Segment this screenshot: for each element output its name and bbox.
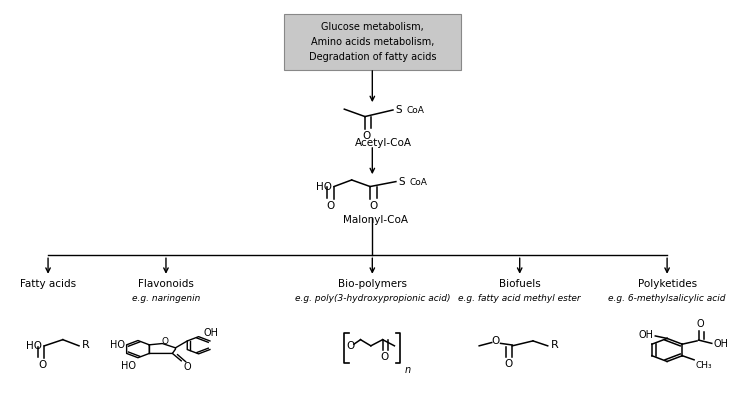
Text: e.g. 6-methylsalicylic acid: e.g. 6-methylsalicylic acid [608, 294, 726, 303]
Text: Malonyl-CoA: Malonyl-CoA [344, 215, 408, 226]
Text: OH: OH [204, 328, 219, 339]
Text: HO: HO [110, 340, 125, 350]
Text: O: O [39, 360, 47, 370]
Text: O: O [381, 352, 389, 362]
Text: O: O [162, 337, 169, 346]
Text: O: O [369, 200, 378, 210]
Text: O: O [362, 131, 371, 141]
Text: HO: HO [26, 341, 42, 351]
Text: CH₃: CH₃ [696, 362, 712, 370]
Text: R: R [550, 340, 559, 350]
Text: Acetyl-CoA: Acetyl-CoA [355, 138, 412, 147]
Text: n: n [405, 365, 411, 375]
Text: O: O [491, 336, 499, 346]
Text: Bio-polymers: Bio-polymers [338, 279, 407, 289]
Text: OH: OH [713, 339, 728, 349]
Text: O: O [183, 362, 191, 373]
Text: e.g. fatty acid methyl ester: e.g. fatty acid methyl ester [459, 294, 581, 303]
Text: O: O [505, 359, 513, 369]
Text: e.g. poly(3-hydroxypropionic acid): e.g. poly(3-hydroxypropionic acid) [295, 294, 450, 303]
Text: Fatty acids: Fatty acids [20, 279, 76, 289]
Text: Biofuels: Biofuels [499, 279, 541, 289]
Text: Polyketides: Polyketides [638, 279, 696, 289]
Text: OH: OH [639, 330, 653, 340]
Text: HO: HO [122, 361, 137, 371]
Text: Flavonoids: Flavonoids [138, 279, 194, 289]
Text: O: O [697, 319, 705, 329]
Text: O: O [326, 200, 335, 210]
Text: CoA: CoA [409, 178, 427, 187]
Text: S: S [398, 176, 405, 186]
Text: R: R [82, 340, 89, 350]
Text: Glucose metabolism,
Amino acids metabolism,
Degradation of fatty acids: Glucose metabolism, Amino acids metaboli… [308, 23, 436, 62]
Text: S: S [395, 105, 402, 115]
FancyBboxPatch shape [284, 14, 461, 70]
Text: e.g. naringenin: e.g. naringenin [132, 294, 200, 303]
Text: CoA: CoA [406, 106, 424, 116]
Text: O: O [346, 341, 354, 351]
Text: HO: HO [316, 181, 332, 192]
